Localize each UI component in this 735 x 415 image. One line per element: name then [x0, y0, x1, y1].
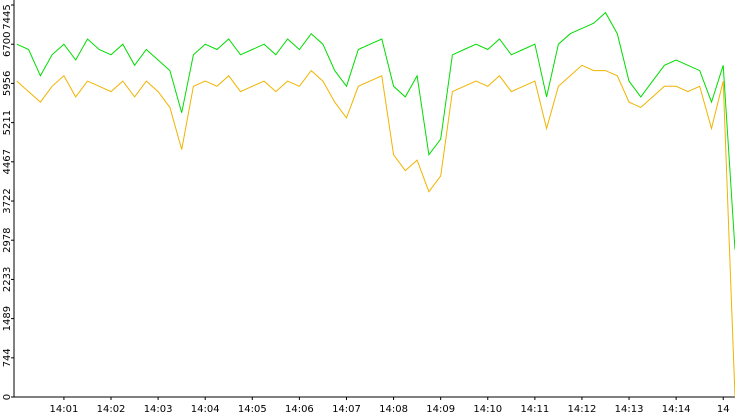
x-tick-label: 14:03: [144, 404, 173, 415]
x-tick-label: 14:14: [662, 404, 691, 415]
series-line: [16, 11, 735, 250]
y-tick-label: 6700: [2, 31, 13, 56]
y-tick-label: 3722: [2, 188, 13, 213]
x-tick-label: 14:07: [332, 404, 361, 415]
y-tick-label: 2233: [2, 267, 13, 292]
y-tick-label: 5956: [2, 71, 13, 96]
y-tick-label: 744: [2, 348, 13, 367]
x-tick-label: 14:02: [97, 404, 126, 415]
x-tick-label: 14: [717, 404, 730, 415]
y-tick-label: 2978: [2, 227, 13, 252]
x-tick-label: 14:12: [568, 404, 597, 415]
y-tick-label: 1489: [2, 306, 13, 331]
y-tick-label: 0: [2, 394, 13, 400]
y-tick-label: 4467: [2, 149, 13, 174]
x-tick-label: 14:06: [285, 404, 314, 415]
x-tick-label: 14:08: [379, 404, 408, 415]
y-tick-label: 7445: [2, 4, 13, 29]
series-line: [16, 64, 735, 398]
x-tick-label: 14:05: [238, 404, 267, 415]
x-tick-label: 14:04: [191, 404, 220, 415]
x-tick-label: 14:13: [615, 404, 644, 415]
x-tick-label: 14:01: [50, 404, 79, 415]
x-tick-label: 14:09: [426, 404, 455, 415]
x-tick-label: 14:11: [520, 404, 549, 415]
x-tick-label: 14:10: [473, 404, 502, 415]
y-tick-label: 5211: [2, 110, 13, 135]
